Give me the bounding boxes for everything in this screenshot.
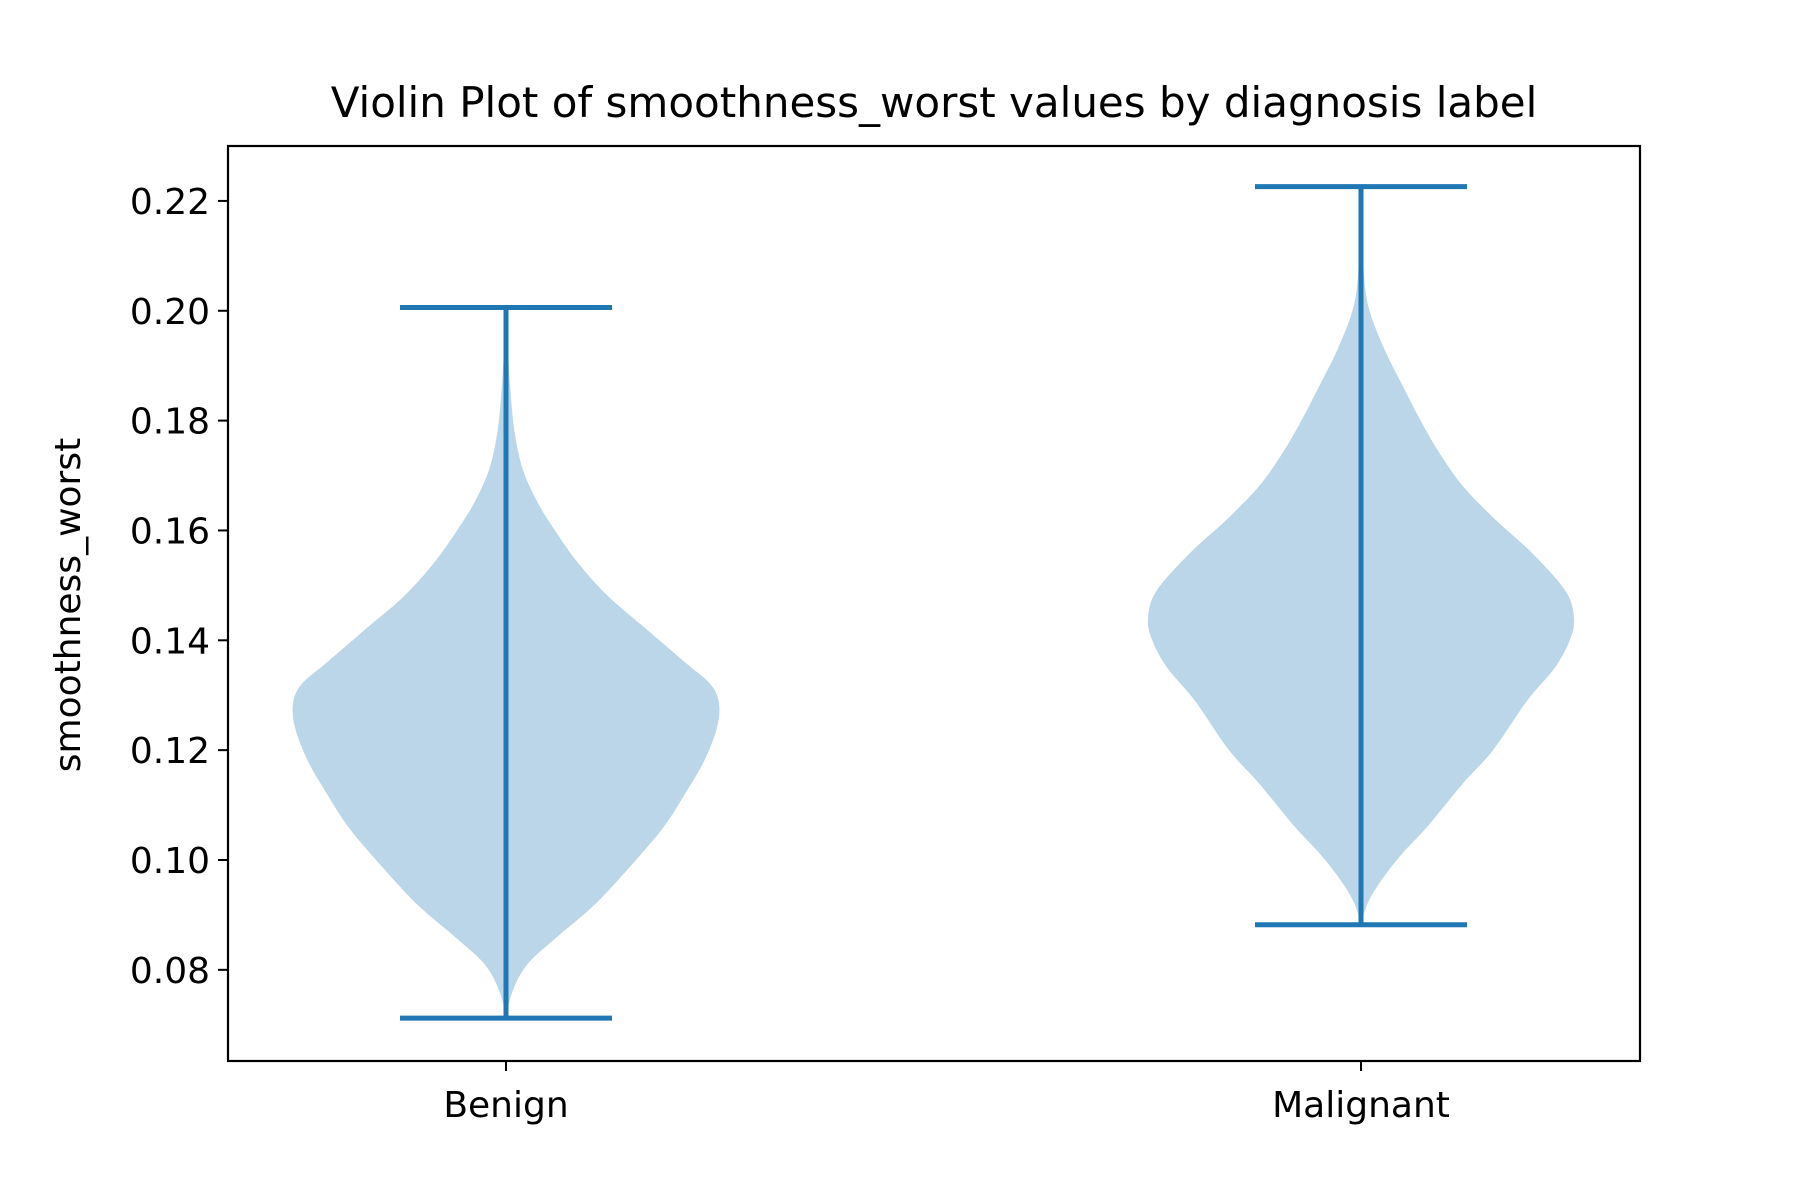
y-tick-label: 0.16 — [130, 511, 210, 552]
y-tick-label: 0.12 — [130, 731, 210, 772]
y-tick-label: 0.18 — [130, 402, 210, 443]
chart-title: Violin Plot of smoothness_worst values b… — [331, 78, 1538, 127]
y-tick-label: 0.08 — [130, 951, 210, 992]
plot-frame — [226, 144, 1642, 1063]
y-tick-label: 0.10 — [130, 841, 210, 882]
y-tick-label: 0.22 — [130, 182, 210, 223]
x-tick-label-benign: Benign — [443, 1085, 568, 1126]
y-tick-label: 0.20 — [130, 292, 210, 333]
axes-layer: 0.08 0.10 0.12 0.14 0.16 0.18 0.20 0.22 Benign Ma… — [130, 144, 1642, 1126]
violins-layer — [292, 184, 1575, 1021]
y-tick-label: 0.14 — [130, 621, 210, 662]
y-axis-label: smoothness_worst — [48, 438, 89, 772]
x-tick-label-malignant: Malignant — [1272, 1085, 1450, 1126]
